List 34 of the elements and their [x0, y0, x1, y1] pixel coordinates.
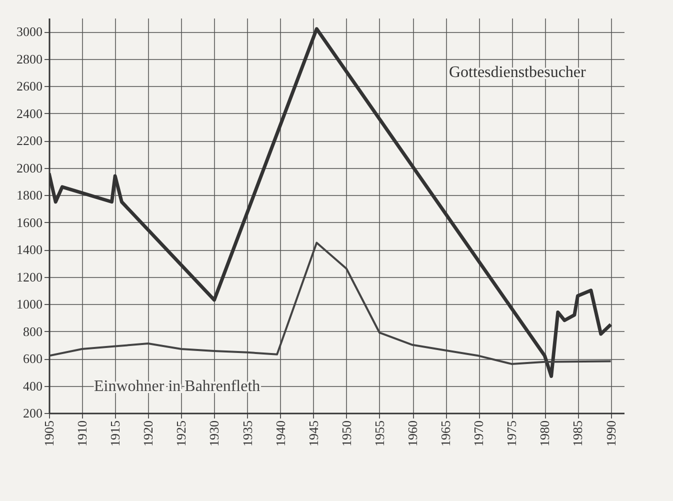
x-tick-label: 1925: [174, 420, 189, 446]
y-tick-label: 1800: [16, 188, 42, 203]
y-tick-label: 600: [23, 351, 42, 366]
x-tick-label: 1945: [306, 420, 321, 446]
y-tick-label: 200: [23, 406, 42, 420]
y-tick-label: 800: [23, 324, 42, 339]
x-tick-label: 1955: [372, 420, 387, 446]
y-tick-label: 2200: [16, 133, 42, 148]
x-tick-label: 1985: [570, 420, 586, 446]
x-tick-label: 1930: [206, 420, 222, 446]
x-tick-label: 1950: [338, 420, 354, 446]
x-tick-label: 1970: [471, 420, 486, 446]
y-tick-label: 2800: [16, 51, 42, 66]
y-tick-label: 1400: [16, 242, 42, 258]
x-tick-label: 1965: [438, 420, 454, 446]
x-tick-label: 1975: [504, 420, 520, 446]
x-tick-label: 1905: [42, 420, 56, 446]
y-tick-label: 400: [23, 378, 42, 394]
x-tick-label: 1910: [74, 420, 90, 446]
x-tick-label: 1920: [140, 420, 156, 446]
y-tick-label: 3000: [16, 24, 42, 40]
x-tick-label: 1980: [537, 420, 552, 446]
x-tick-label: 1990: [603, 420, 618, 446]
y-tick-label: 1000: [16, 296, 42, 312]
line-series: [49, 242, 612, 365]
y-tick-label: 2000: [16, 160, 42, 176]
y-tick-label: 2600: [16, 78, 42, 94]
x-tick-label: 1940: [272, 420, 288, 446]
y-tick-label: 1200: [16, 269, 42, 284]
x-tick-label: 1915: [108, 420, 123, 446]
y-tick-label: 2400: [16, 106, 42, 121]
y-tick-label: 1600: [16, 214, 42, 230]
x-tick-label: 1935: [240, 420, 255, 446]
x-tick-label: 1960: [405, 420, 420, 446]
